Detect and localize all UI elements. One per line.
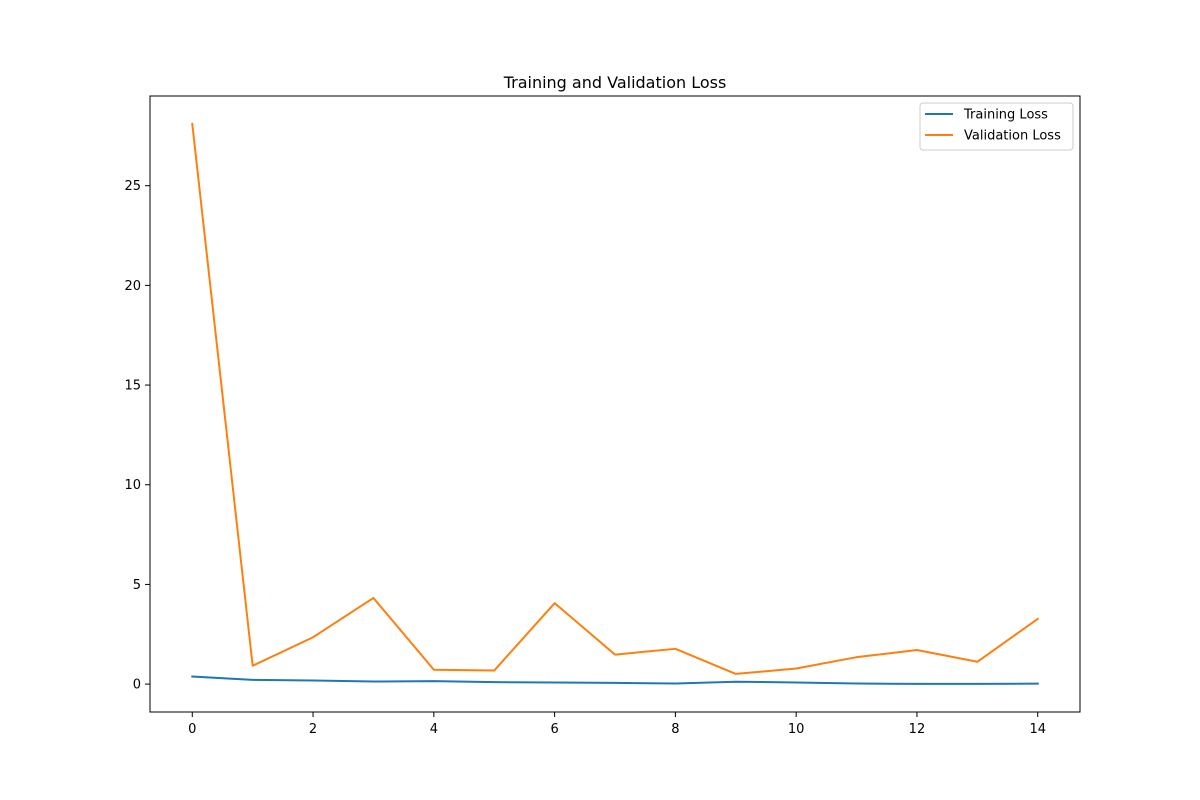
x-tick-label: 2 xyxy=(309,722,317,737)
y-tick-label: 20 xyxy=(124,279,141,294)
series-line-validation-loss xyxy=(191,122,1040,675)
plot-frame xyxy=(149,95,1081,713)
legend-label: Training Loss xyxy=(963,108,1048,123)
y-tick-label: 15 xyxy=(124,379,141,394)
x-axis: 0 2 4 6 8 10 12 14 xyxy=(188,712,1046,737)
x-tick-label: 4 xyxy=(430,722,438,737)
x-tick-label: 8 xyxy=(671,722,679,737)
y-tick-label: 5 xyxy=(133,578,141,593)
x-tick-label: 6 xyxy=(550,722,558,737)
y-tick-label: 25 xyxy=(124,179,141,194)
legend-frame xyxy=(919,102,1074,151)
x-tick-label: 0 xyxy=(188,722,196,737)
series-line-training-loss xyxy=(191,675,1039,685)
x-tick-label: 14 xyxy=(1029,722,1046,737)
x-tick-label: 12 xyxy=(909,722,926,737)
legend: Training Loss Validation Loss xyxy=(919,102,1074,151)
y-axis: 0 5 10 15 20 25 xyxy=(124,179,150,693)
y-tick-label: 0 xyxy=(133,678,141,693)
legend-label: Validation Loss xyxy=(964,129,1061,144)
series-layer xyxy=(191,122,1040,685)
chart-title: Training and Validation Loss xyxy=(503,73,727,92)
y-tick-label: 10 xyxy=(124,478,141,493)
x-tick-label: 10 xyxy=(788,722,805,737)
